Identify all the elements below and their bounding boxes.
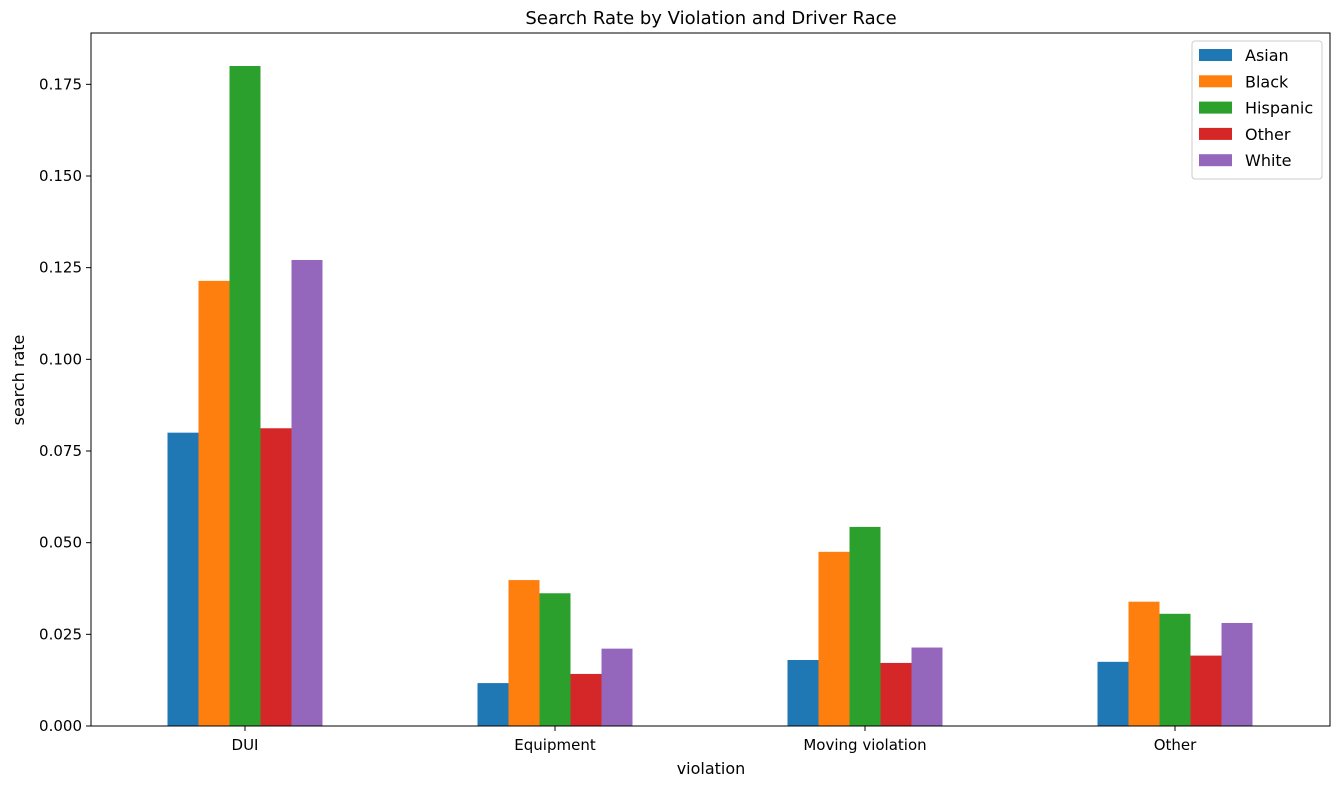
legend-label-white: White: [1245, 151, 1292, 170]
y-tick-label: 0.025: [39, 625, 82, 643]
legend-swatch-black: [1199, 75, 1232, 88]
x-axis-label: violation: [677, 759, 746, 778]
y-tick-label: 0.050: [39, 534, 82, 552]
y-tick-label: 0.000: [39, 717, 82, 735]
bar-white-dui: [291, 259, 323, 726]
y-tick-label: 0.125: [39, 259, 82, 277]
bar-asian-other: [1097, 661, 1129, 726]
bar-white-moving-violation: [911, 647, 943, 726]
legend-swatch-other: [1199, 127, 1232, 140]
bar-black-moving-violation: [818, 551, 850, 726]
bar-black-equipment: [508, 580, 540, 726]
y-tick-label: 0.175: [39, 75, 82, 93]
legend-label-asian: Asian: [1245, 46, 1289, 65]
legend-label-black: Black: [1245, 72, 1289, 91]
legend-label-other: Other: [1245, 125, 1291, 144]
bar-white-other: [1221, 622, 1253, 726]
y-axis: 0.000 0.025 0.050 0.075 0.100 0.125 0.150 0.175: [39, 75, 91, 735]
y-tick-label: 0.075: [39, 442, 82, 460]
bar-other-equipment: [570, 673, 602, 726]
x-tick-label: Equipment: [514, 736, 596, 754]
bar-other-moving-violation: [880, 662, 912, 726]
x-axis: DUI Equipment Moving violation Other: [232, 726, 1197, 754]
bar-black-dui: [198, 280, 230, 726]
y-tick-label: 0.100: [39, 350, 82, 368]
bar-hispanic-moving-violation: [849, 526, 881, 726]
bar-hispanic-other: [1159, 613, 1191, 726]
y-axis-label: search rate: [9, 335, 28, 426]
bar-hispanic-dui: [229, 66, 261, 726]
x-tick-label: Moving violation: [803, 736, 926, 754]
legend-swatch-asian: [1199, 49, 1232, 61]
bar-white-equipment: [601, 648, 633, 726]
legend-swatch-hispanic: [1199, 101, 1232, 114]
legend-label-hispanic: Hispanic: [1245, 99, 1313, 118]
x-tick-label: DUI: [232, 736, 259, 754]
x-tick-label: Other: [1154, 736, 1197, 754]
legend-swatch-white: [1199, 154, 1232, 167]
bar-other-other: [1190, 655, 1222, 726]
bar-black-other: [1128, 601, 1160, 726]
bar-group: [167, 66, 1253, 726]
plot-frame: [90, 32, 1331, 727]
bar-asian-dui: [167, 432, 199, 726]
bar-asian-moving-violation: [787, 660, 819, 726]
bar-asian-equipment: [477, 683, 509, 726]
chart-title: Search Rate by Violation and Driver Race: [525, 8, 896, 29]
bar-hispanic-equipment: [539, 593, 571, 726]
y-tick-label: 0.150: [39, 167, 82, 185]
bar-other-dui: [260, 428, 292, 726]
legend: Asian Black Hispanic Other White: [1191, 40, 1323, 180]
